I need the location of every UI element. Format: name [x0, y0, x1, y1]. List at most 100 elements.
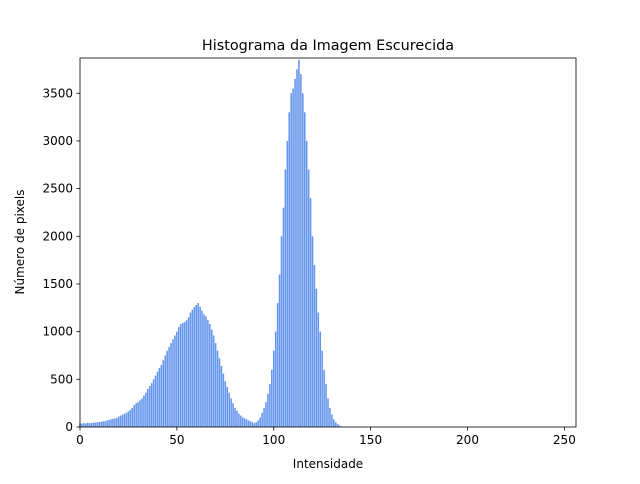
- bar: [316, 289, 318, 427]
- bar: [190, 313, 192, 427]
- bar: [267, 394, 269, 427]
- bar: [122, 415, 124, 427]
- bar: [116, 418, 118, 427]
- bar: [296, 69, 298, 427]
- x-tick-label: 0: [76, 433, 84, 447]
- bar: [120, 416, 122, 427]
- bar: [172, 339, 174, 427]
- bar: [242, 417, 244, 427]
- bar: [118, 417, 120, 427]
- bar: [205, 316, 207, 427]
- bar: [319, 332, 321, 427]
- bar: [223, 374, 225, 427]
- bar: [302, 93, 304, 427]
- bar: [83, 423, 85, 427]
- bar: [149, 386, 151, 427]
- bar: [238, 414, 240, 427]
- bar: [252, 422, 254, 427]
- bar: [298, 60, 300, 427]
- bar: [133, 405, 135, 427]
- bar: [265, 402, 267, 427]
- bar: [132, 408, 134, 427]
- bar: [306, 141, 308, 427]
- bar: [163, 360, 165, 427]
- x-tick-label: 150: [359, 433, 382, 447]
- bar: [275, 332, 277, 427]
- bar: [199, 307, 201, 427]
- bar: [333, 419, 335, 427]
- chart-title: Histograma da Imagem Escurecida: [202, 38, 454, 54]
- bar: [228, 393, 230, 427]
- bar: [128, 411, 130, 427]
- bar: [114, 418, 116, 427]
- bar: [192, 310, 194, 427]
- bar: [277, 303, 279, 427]
- bar: [219, 358, 221, 427]
- y-axis-label: Número de pixels: [13, 190, 27, 295]
- bar: [178, 327, 180, 427]
- bar: [273, 351, 275, 427]
- bar: [244, 418, 246, 427]
- bar: [124, 414, 126, 427]
- bar: [184, 322, 186, 427]
- bar: [135, 403, 137, 427]
- bar: [104, 421, 106, 427]
- bar: [226, 387, 228, 427]
- bar: [180, 324, 182, 427]
- bar: [166, 351, 168, 427]
- bar: [294, 79, 296, 427]
- bar: [161, 365, 163, 427]
- bar: [203, 314, 205, 427]
- bar: [93, 423, 95, 427]
- bar: [197, 303, 199, 427]
- bar: [337, 424, 339, 427]
- bar: [151, 383, 153, 427]
- bar: [248, 420, 250, 427]
- bar: [329, 408, 331, 427]
- bar: [240, 416, 242, 427]
- bar: [168, 347, 170, 427]
- bar: [157, 372, 159, 427]
- bar: [126, 413, 128, 427]
- bar: [283, 208, 285, 427]
- bar: [318, 313, 320, 427]
- bar: [159, 368, 161, 427]
- y-tick-label: 3000: [42, 134, 73, 148]
- bar: [257, 420, 259, 427]
- bar: [254, 423, 256, 427]
- x-tick-label: 250: [553, 433, 576, 447]
- bar: [230, 398, 232, 427]
- bar: [194, 307, 196, 427]
- bar: [87, 423, 89, 427]
- bar: [281, 236, 283, 427]
- bar: [308, 170, 310, 427]
- bar: [170, 343, 172, 427]
- bar: [195, 305, 197, 427]
- bar: [263, 408, 265, 427]
- bar: [143, 396, 145, 427]
- bar: [99, 422, 101, 427]
- bar: [335, 422, 337, 427]
- y-tick-label: 2500: [42, 182, 73, 196]
- y-tick-label: 3500: [42, 86, 73, 100]
- bar: [112, 419, 114, 427]
- bar: [323, 370, 325, 427]
- bar: [137, 402, 139, 427]
- bar: [287, 141, 289, 427]
- bar: [225, 381, 227, 427]
- bar: [102, 421, 104, 427]
- bar: [215, 343, 217, 427]
- y-tick-label: 0: [65, 420, 73, 434]
- bar: [211, 330, 213, 427]
- bar: [174, 335, 176, 427]
- y-tick-label: 500: [50, 372, 73, 386]
- bar: [108, 420, 110, 427]
- bar: [279, 274, 281, 427]
- bar: [221, 366, 223, 427]
- bar: [290, 93, 292, 427]
- bar: [147, 389, 149, 427]
- y-tick-label: 2000: [42, 229, 73, 243]
- bar: [101, 422, 103, 427]
- bar: [246, 419, 248, 427]
- bar: [285, 170, 287, 427]
